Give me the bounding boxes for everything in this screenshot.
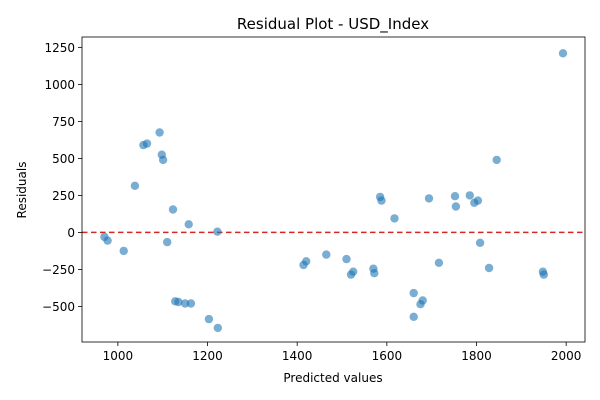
data-point-21	[322, 250, 331, 259]
data-point-30	[409, 288, 418, 298]
data-point-9	[163, 237, 172, 247]
data-point-35	[434, 258, 444, 267]
data-point-8	[158, 155, 168, 165]
data-point-3	[130, 181, 140, 190]
y-tick-label: 750	[52, 115, 75, 129]
data-point-5	[142, 139, 152, 148]
y-tick-label: −500	[42, 300, 75, 314]
data-point-17	[213, 227, 222, 236]
x-tick-label: 1600	[372, 349, 403, 363]
plot-area-frame	[81, 36, 586, 343]
y-tick-label: 0	[67, 226, 75, 240]
data-point-12	[174, 297, 183, 307]
data-point-10	[168, 205, 178, 214]
data-point-41	[475, 238, 485, 247]
data-points	[100, 49, 568, 333]
data-point-43	[492, 155, 501, 165]
data-point-29	[390, 214, 399, 223]
data-point-24	[349, 267, 358, 276]
x-axis-label: Predicted values	[283, 371, 382, 385]
y-axis-label: Residuals	[15, 162, 29, 219]
data-point-26	[370, 269, 379, 278]
x-tick-label: 2000	[551, 349, 582, 363]
y-tick-label: 1000	[44, 78, 75, 92]
y-tick-label: 1250	[44, 41, 75, 55]
y-tick-label: −250	[42, 263, 75, 277]
data-point-42	[484, 263, 494, 273]
data-point-34	[424, 194, 434, 203]
data-point-36	[450, 192, 460, 201]
x-axis-ticks: 1000 1200 1400 1600 1800 2000	[103, 342, 582, 363]
y-axis-ticks: −500 −250 0 250 500 750 1000 1250	[42, 41, 82, 314]
data-point-28	[377, 196, 386, 205]
data-point-1	[103, 236, 112, 245]
data-point-14	[184, 220, 193, 229]
y-tick-label: 500	[52, 152, 75, 166]
x-tick-label: 1800	[461, 349, 492, 363]
x-tick-label: 1400	[282, 349, 313, 363]
data-point-33	[418, 296, 427, 305]
data-point-45	[539, 270, 548, 279]
data-point-46	[558, 49, 568, 58]
data-point-18	[213, 323, 222, 333]
data-point-22	[342, 254, 351, 264]
data-point-37	[451, 202, 461, 211]
x-tick-label: 1000	[103, 349, 134, 363]
data-point-2	[119, 246, 128, 256]
x-tick-label: 1200	[192, 349, 223, 363]
data-point-15	[186, 299, 196, 308]
data-point-20	[302, 257, 311, 266]
data-point-6	[155, 128, 164, 137]
data-point-13	[180, 299, 190, 308]
data-point-40	[473, 196, 483, 205]
chart-title: Residual Plot - USD_Index	[237, 15, 429, 34]
data-point-16	[204, 314, 214, 324]
data-point-31	[409, 312, 418, 321]
y-tick-label: 250	[52, 189, 75, 203]
data-point-38	[465, 191, 474, 200]
